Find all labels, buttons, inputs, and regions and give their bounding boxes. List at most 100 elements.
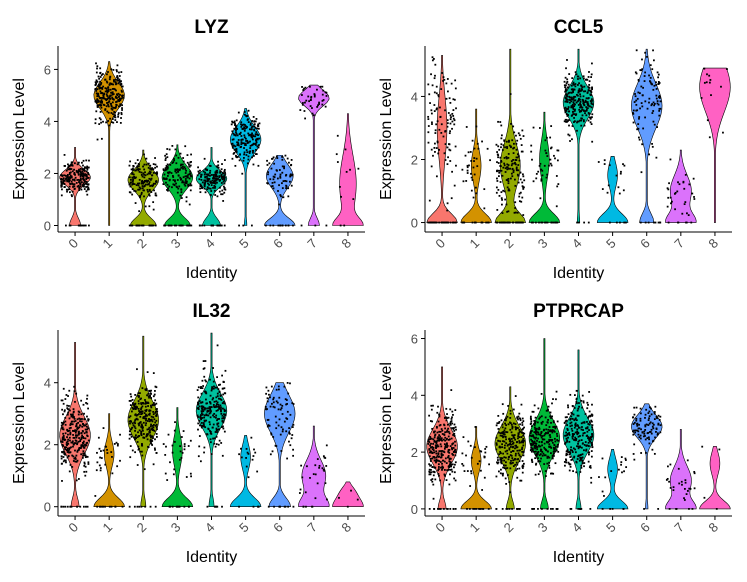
data-point [522, 454, 525, 457]
data-point [62, 180, 65, 183]
data-point [271, 185, 274, 187]
data-point [532, 435, 535, 438]
data-point [140, 450, 143, 453]
data-point [530, 221, 533, 224]
data-point [486, 147, 489, 150]
data-point [518, 412, 521, 415]
data-point [201, 379, 204, 382]
points-ptprcap-1 [461, 426, 490, 510]
data-point [175, 185, 178, 188]
data-point [147, 428, 150, 431]
data-point [137, 402, 140, 405]
data-point [165, 445, 167, 448]
data-point [86, 505, 89, 508]
data-point [521, 424, 524, 426]
data-point [304, 491, 307, 494]
data-point [63, 438, 66, 441]
data-point [500, 191, 503, 194]
data-point [223, 430, 226, 433]
data-point [678, 183, 681, 186]
data-point [478, 508, 480, 510]
data-point [138, 429, 141, 432]
data-point [144, 400, 147, 403]
data-point [521, 421, 524, 424]
data-point [118, 75, 121, 77]
data-point [566, 120, 568, 123]
data-point [577, 508, 580, 510]
data-point [444, 143, 447, 145]
data-point [436, 431, 439, 434]
data-point [219, 398, 222, 400]
data-point [155, 413, 158, 416]
data-point [638, 138, 641, 141]
data-point [175, 224, 178, 227]
data-point [577, 425, 579, 427]
data-point [541, 435, 544, 437]
data-point [579, 105, 582, 108]
data-point [577, 407, 580, 410]
data-point [271, 157, 274, 160]
data-point [555, 445, 557, 448]
data-point [292, 224, 294, 227]
data-point [451, 463, 454, 466]
data-point [120, 89, 123, 92]
data-point [586, 101, 589, 103]
data-point [548, 461, 550, 464]
data-point [547, 455, 550, 458]
data-point [429, 436, 432, 438]
data-point [272, 398, 275, 401]
data-point [653, 102, 656, 105]
data-point [522, 434, 525, 437]
data-point [650, 407, 652, 410]
data-point [516, 153, 519, 156]
data-point [590, 76, 593, 78]
data-point [437, 95, 440, 98]
data-point [585, 106, 588, 108]
data-point [60, 462, 63, 465]
data-point [511, 175, 514, 178]
data-point [138, 178, 141, 181]
data-point [153, 447, 156, 450]
data-point [430, 165, 433, 168]
data-point [652, 88, 655, 91]
data-point [182, 167, 184, 170]
data-point [87, 176, 90, 179]
data-point [709, 79, 712, 81]
data-point [570, 446, 572, 449]
data-point [439, 508, 442, 510]
data-point [565, 82, 568, 85]
data-point [591, 98, 593, 101]
data-point [252, 150, 255, 152]
data-point [246, 162, 249, 165]
data-point [641, 94, 644, 97]
data-point [480, 508, 482, 510]
violin-ptprcap-7 [665, 429, 697, 510]
data-point [207, 407, 209, 410]
data-point [189, 161, 192, 164]
data-point [63, 459, 66, 462]
data-point [441, 468, 443, 471]
data-point [277, 408, 280, 411]
data-point [83, 462, 86, 465]
data-point [452, 454, 454, 456]
data-point [503, 467, 506, 470]
data-point [496, 422, 499, 425]
data-point [188, 224, 191, 227]
data-point [75, 182, 78, 184]
data-point [708, 136, 711, 139]
data-point [139, 195, 142, 198]
data-point [591, 444, 593, 446]
data-point [504, 171, 507, 173]
data-point [292, 454, 295, 457]
data-point [433, 77, 436, 80]
data-point [134, 177, 136, 180]
data-point [75, 479, 78, 482]
data-point [135, 406, 138, 409]
data-point [166, 163, 169, 166]
data-point [537, 451, 540, 453]
data-point [71, 423, 74, 426]
data-point [96, 505, 99, 508]
data-point [339, 185, 341, 188]
data-point [430, 221, 433, 224]
data-point [105, 93, 108, 96]
